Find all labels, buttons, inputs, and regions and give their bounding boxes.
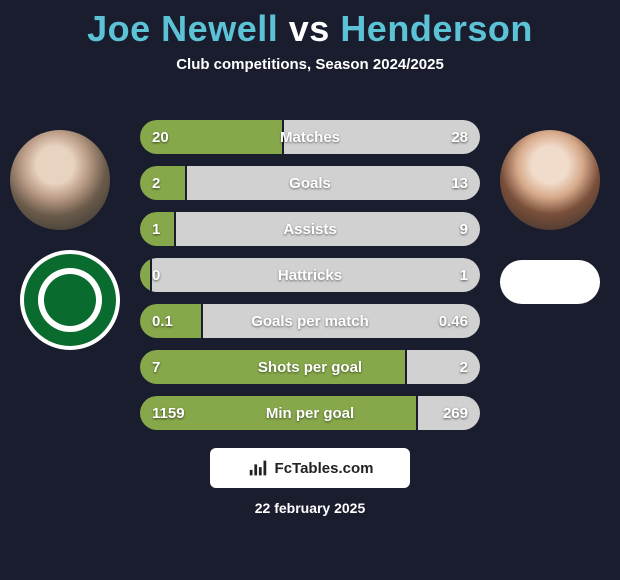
stat-row: Goals2 13 — [140, 166, 480, 200]
vs-label: vs — [289, 8, 330, 49]
player1-name: Joe Newell — [87, 8, 278, 49]
stat-value-right: 13 — [451, 166, 468, 200]
stat-value-left: 1159 — [152, 396, 185, 430]
stat-label: Shots per goal — [140, 350, 480, 384]
comparison-title: Joe Newell vs Henderson — [0, 0, 620, 50]
stat-value-right: 0.46 — [439, 304, 468, 338]
stat-value-right: 1 — [460, 258, 468, 292]
site-logo-text: FcTables.com — [275, 460, 374, 477]
stat-label: Hattricks — [140, 258, 480, 292]
stat-value-right: 269 — [443, 396, 468, 430]
stat-label: Matches — [140, 120, 480, 154]
stat-label: Goals — [140, 166, 480, 200]
stat-row: Hattricks0 1 — [140, 258, 480, 292]
stat-label: Min per goal — [140, 396, 480, 430]
stat-row: Shots per goal7 2 — [140, 350, 480, 384]
stat-row: Min per goal1159 269 — [140, 396, 480, 430]
stat-row: Goals per match0.1 0.46 — [140, 304, 480, 338]
chart-icon — [247, 457, 269, 479]
stat-value-left: 20 — [152, 120, 169, 154]
stat-row: Matches20 28 — [140, 120, 480, 154]
stats-bars: Matches2028Goals213Assists19Hattricks01G… — [140, 120, 480, 442]
stat-row: Assists1 9 — [140, 212, 480, 246]
stat-value-left: 0.1 — [152, 304, 173, 338]
stat-value-left: 2 — [152, 166, 160, 200]
stat-value-left: 0 — [152, 258, 160, 292]
stat-label: Goals per match — [140, 304, 480, 338]
site-logo: FcTables.com — [210, 448, 410, 488]
stat-value-right: 28 — [451, 120, 468, 154]
stat-value-right: 2 — [460, 350, 468, 384]
footer-date: 22 february 2025 — [0, 500, 620, 516]
stat-value-left: 1 — [152, 212, 160, 246]
player1-club-badge — [20, 250, 120, 350]
player1-avatar — [10, 130, 110, 230]
player2-club-badge — [500, 260, 600, 304]
stat-value-left: 7 — [152, 350, 160, 384]
stat-value-right: 9 — [460, 212, 468, 246]
subtitle: Club competitions, Season 2024/2025 — [0, 56, 620, 73]
player2-name: Henderson — [340, 8, 533, 49]
stat-label: Assists — [140, 212, 480, 246]
player2-avatar — [500, 130, 600, 230]
